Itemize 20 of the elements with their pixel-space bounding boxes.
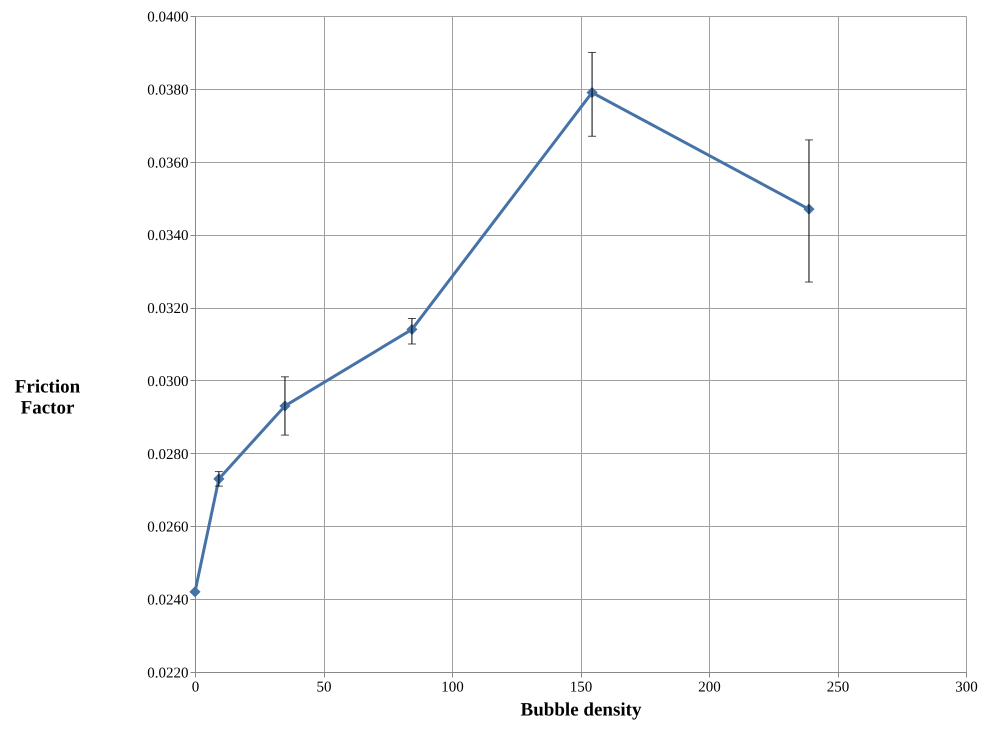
x-tick-label: 150 xyxy=(570,680,592,696)
y-tick-label: 0.0380 xyxy=(147,82,188,98)
y-axis-title: Friction Factor xyxy=(14,376,81,418)
x-tick-label: 200 xyxy=(698,680,721,696)
y-tick-label: 0.0340 xyxy=(147,228,188,244)
y-tick-label: 0.0220 xyxy=(147,666,188,682)
x-tick-label: 100 xyxy=(441,680,464,696)
y-tick-label: 0.0300 xyxy=(147,374,188,390)
y-tick-label: 0.0260 xyxy=(147,520,188,536)
x-tick-label: 250 xyxy=(826,680,850,696)
x-tick-label: 50 xyxy=(316,680,332,696)
y-tick-label: 0.0360 xyxy=(147,155,188,172)
y-tick-label: 0.0240 xyxy=(147,592,188,609)
point xyxy=(190,586,200,598)
y-tick-label: 0.0280 xyxy=(147,446,188,463)
y-tick-label: 0.0400 xyxy=(147,10,188,26)
y-tick-label: 0.0320 xyxy=(147,301,188,318)
x-axis-title: Bubble density xyxy=(520,700,642,720)
x-tick-label: 300 xyxy=(955,680,978,696)
x-tick-label: 0 xyxy=(192,680,200,696)
